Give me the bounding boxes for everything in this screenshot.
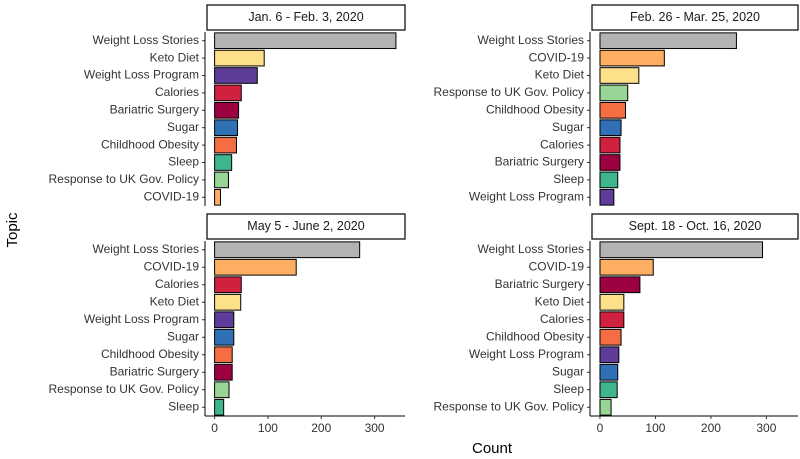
bar bbox=[599, 346, 620, 364]
y-tick-label: COVID-19 bbox=[144, 259, 200, 273]
bar bbox=[214, 346, 233, 364]
y-tick-label: Calories bbox=[155, 277, 199, 291]
y-tick-label: Childhood Obesity bbox=[486, 102, 584, 116]
x-tick-label: 0 bbox=[211, 421, 218, 435]
x-tick-label: 100 bbox=[645, 421, 665, 435]
y-tick-label: Keto Diet bbox=[150, 294, 200, 308]
bar bbox=[599, 188, 615, 206]
x-tick-label: 300 bbox=[756, 421, 776, 435]
y-tick-label: Sugar bbox=[552, 120, 584, 134]
strip-title: Sept. 18 - Oct. 16, 2020 bbox=[629, 219, 762, 233]
bar bbox=[599, 32, 737, 50]
y-tick-label: Sugar bbox=[167, 120, 199, 134]
x-tick-label: 200 bbox=[311, 421, 331, 435]
y-tick-label: Bariatric Surgery bbox=[495, 155, 584, 169]
y-tick-label: Calories bbox=[155, 85, 199, 99]
x-tick-label: 0 bbox=[597, 421, 604, 435]
y-tick-label: Childhood Obesity bbox=[486, 329, 584, 343]
bar bbox=[599, 311, 625, 329]
bar bbox=[599, 293, 625, 311]
bar bbox=[214, 258, 297, 276]
strip-title: Jan. 6 - Feb. 3, 2020 bbox=[248, 10, 363, 24]
y-axis-title: Topic bbox=[4, 212, 21, 248]
bar bbox=[599, 276, 641, 294]
bar bbox=[214, 328, 235, 346]
y-tick-label: Keto Diet bbox=[535, 68, 585, 82]
x-tick-label: 100 bbox=[258, 421, 278, 435]
bar bbox=[214, 276, 242, 294]
bar bbox=[599, 101, 626, 119]
bar bbox=[214, 381, 230, 399]
y-tick-label: Calories bbox=[540, 312, 584, 326]
y-tick-label: Bariatric Surgery bbox=[495, 277, 584, 291]
y-tick-label: Weight Loss Stories bbox=[478, 242, 585, 256]
y-tick-label: Response to UK Gov. Policy bbox=[433, 399, 584, 413]
y-tick-label: Weight Loss Program bbox=[469, 347, 584, 361]
bar bbox=[214, 84, 242, 102]
bar bbox=[214, 241, 361, 259]
bar bbox=[599, 398, 612, 416]
y-tick-label: COVID-19 bbox=[529, 50, 585, 64]
bar bbox=[214, 154, 233, 171]
bar bbox=[599, 328, 622, 346]
bar bbox=[599, 49, 665, 67]
bar bbox=[214, 49, 265, 67]
bar bbox=[214, 311, 235, 329]
bar bbox=[214, 363, 233, 381]
bar bbox=[214, 101, 240, 119]
bar bbox=[599, 381, 618, 399]
bar bbox=[214, 398, 225, 416]
bar bbox=[214, 188, 221, 206]
y-tick-label: Calories bbox=[540, 137, 584, 151]
bar bbox=[599, 67, 640, 84]
y-tick-label: COVID-19 bbox=[529, 259, 585, 273]
y-tick-label: Response to UK Gov. Policy bbox=[48, 382, 199, 396]
bar bbox=[214, 293, 242, 311]
y-tick-label: Weight Loss Stories bbox=[93, 242, 200, 256]
y-tick-label: Sleep bbox=[168, 155, 199, 169]
bar bbox=[599, 363, 619, 381]
strip-title: Feb. 26 - Mar. 25, 2020 bbox=[630, 10, 760, 24]
bar bbox=[599, 171, 619, 189]
strip-box bbox=[206, 4, 406, 31]
y-tick-label: Sugar bbox=[167, 329, 199, 343]
bar bbox=[214, 119, 239, 137]
x-tick-label: 200 bbox=[701, 421, 721, 435]
y-tick-label: Response to UK Gov. Policy bbox=[433, 85, 584, 99]
strip-title: May 5 - June 2, 2020 bbox=[247, 219, 364, 233]
y-tick-label: Sugar bbox=[552, 364, 584, 378]
y-tick-label: Weight Loss Stories bbox=[93, 33, 200, 47]
bar bbox=[214, 32, 397, 50]
y-tick-label: Weight Loss Program bbox=[84, 312, 199, 326]
y-tick-label: Childhood Obesity bbox=[101, 347, 199, 361]
y-tick-label: Bariatric Surgery bbox=[110, 364, 199, 378]
bar bbox=[599, 241, 764, 259]
y-tick-label: Weight Loss Program bbox=[84, 68, 199, 82]
strip-box bbox=[591, 213, 799, 240]
y-tick-label: COVID-19 bbox=[144, 189, 200, 203]
bar bbox=[599, 136, 621, 154]
bar bbox=[214, 136, 237, 154]
bar bbox=[599, 154, 621, 171]
y-tick-label: Keto Diet bbox=[535, 294, 585, 308]
bar bbox=[599, 119, 622, 137]
y-tick-label: Weight Loss Program bbox=[469, 189, 584, 203]
strip-box bbox=[206, 213, 406, 240]
y-tick-label: Sleep bbox=[168, 399, 199, 413]
y-tick-label: Keto Diet bbox=[150, 50, 200, 64]
y-tick-label: Weight Loss Stories bbox=[478, 33, 585, 47]
y-tick-label: Sleep bbox=[553, 382, 584, 396]
strip-box bbox=[591, 4, 799, 31]
bar bbox=[214, 171, 229, 189]
x-axis-title: Count bbox=[472, 440, 513, 457]
bar bbox=[599, 84, 629, 102]
x-tick-label: 300 bbox=[365, 421, 385, 435]
bar bbox=[599, 258, 654, 276]
y-tick-label: Childhood Obesity bbox=[101, 137, 199, 151]
y-tick-label: Response to UK Gov. Policy bbox=[48, 172, 199, 186]
y-tick-label: Sleep bbox=[553, 172, 584, 186]
bar bbox=[214, 67, 258, 84]
y-tick-label: Bariatric Surgery bbox=[110, 102, 199, 116]
